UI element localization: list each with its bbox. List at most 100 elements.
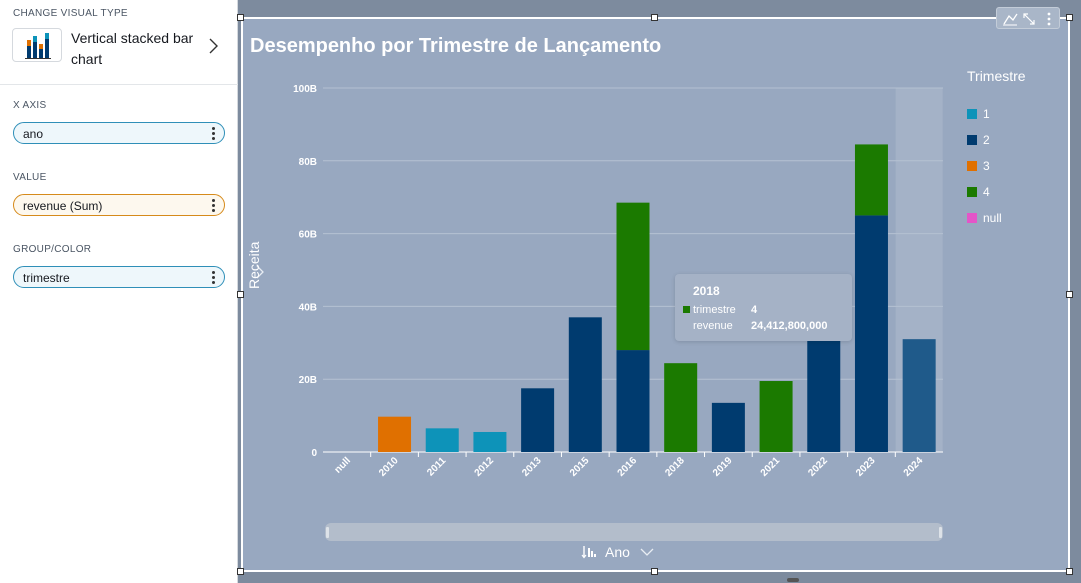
bar-2019-2[interactable] (711, 402, 745, 452)
legend-label: null (983, 211, 1002, 225)
tooltip-row: trimestre 4 (683, 304, 757, 316)
expand-icon[interactable] (1023, 13, 1035, 25)
tooltip-value: 4 (751, 304, 758, 316)
tooltip-swatch (683, 306, 690, 313)
bar-chart: 0 20B 40B 60B 80B 100B null 2010 2011 2012 2013 201… (293, 84, 943, 479)
tooltip-value: 24,412,800,000 (751, 320, 828, 332)
bar-2015-2[interactable] (568, 317, 602, 452)
legend-swatch (967, 187, 977, 197)
visual-toolbar (996, 7, 1060, 29)
chevron-right-icon[interactable] (254, 264, 266, 280)
chart-title: Desempenho por Trimestre de Lançamento (250, 35, 662, 57)
resize-handle[interactable] (651, 14, 658, 21)
bar-2021-4[interactable] (759, 381, 793, 452)
bar-2018-4[interactable] (664, 363, 698, 452)
scrollbar-right-handle[interactable] (939, 527, 942, 538)
tooltip-key: trimestre (693, 304, 736, 316)
resize-handle[interactable] (1066, 568, 1073, 575)
sort-icon[interactable] (581, 545, 597, 559)
tooltip-title: 2018 (693, 284, 720, 298)
y-tick-label: 20B (299, 375, 317, 386)
bar-2010-3[interactable] (378, 416, 412, 452)
x-axis-field-pill[interactable]: ano (13, 122, 225, 144)
change-visual-type-label: CHANGE VISUAL TYPE (13, 8, 128, 19)
bar-2023-4[interactable] (854, 144, 888, 216)
legend-label: 2 (983, 133, 990, 147)
bar-2013-2[interactable] (521, 388, 555, 452)
y-tick-label: 80B (299, 157, 317, 168)
chart-tooltip: 2018 trimestre 4 revenue 24,412,800,000 (675, 274, 852, 341)
legend-label: 1 (983, 107, 990, 121)
legend-item-2[interactable]: 2 (967, 133, 990, 147)
field-wells-panel: CHANGE VISUAL TYPE Vertical stacked bar … (0, 0, 238, 583)
y-tick-label: 60B (299, 230, 317, 241)
bar-2011-1[interactable] (425, 428, 459, 452)
x-axis-field-name: ano (23, 127, 44, 141)
x-tick-label: 2011 (425, 455, 448, 478)
more-options-icon[interactable] (212, 127, 216, 140)
y-tick-label: 100B (293, 84, 317, 95)
x-tick-label: 2023 (854, 455, 878, 479)
y-tick-label: 40B (299, 302, 317, 313)
chevron-down-icon[interactable] (640, 547, 654, 557)
bar-2016-2[interactable] (616, 350, 650, 452)
x-axis-well-label: X AXIS (13, 100, 47, 111)
x-axis-title-control[interactable]: Ano (581, 544, 654, 560)
x-tick-label: 2018 (663, 455, 687, 479)
x-tick-label: 2015 (568, 455, 592, 479)
resize-handle[interactable] (237, 568, 244, 575)
x-tick-label: 2019 (711, 455, 735, 479)
x-tick-label: null (333, 455, 354, 476)
group-color-field-pill[interactable]: trimestre (13, 266, 225, 288)
x-tick-label: 2016 (616, 455, 640, 479)
more-options-icon[interactable] (212, 199, 216, 212)
tooltip-row: revenue 24,412,800,000 (693, 320, 827, 332)
bar-2016-4[interactable] (616, 202, 650, 351)
resize-handle[interactable] (237, 14, 244, 21)
legend-label: 4 (983, 185, 990, 199)
visual-type-name: Vertical stacked bar chart (71, 30, 194, 67)
group-color-field-name: trimestre (23, 271, 70, 285)
x-tick-label: 2010 (377, 455, 401, 479)
scrollbar-left-handle[interactable] (326, 527, 329, 538)
visual-type-icon[interactable] (1003, 13, 1018, 26)
legend-item-1[interactable]: 1 (967, 107, 990, 121)
x-tick-label: 2021 (759, 455, 783, 479)
legend-swatch (967, 109, 977, 119)
value-field-name: revenue (Sum) (23, 199, 103, 213)
group-color-well-label: GROUP/COLOR (13, 244, 92, 255)
legend-swatch (967, 161, 977, 171)
x-axis-title: Ano (605, 544, 630, 560)
legend-label: 3 (983, 159, 990, 173)
x-tick-label: 2012 (473, 455, 497, 479)
panel-divider (0, 84, 238, 85)
bar-2022-2[interactable] (807, 339, 841, 452)
stacked-bar-chart-icon (12, 28, 62, 62)
x-tick-label: 2022 (806, 455, 830, 479)
legend-swatch (967, 135, 977, 145)
x-axis-range-scrollbar[interactable] (325, 523, 943, 541)
legend-item-4[interactable]: 4 (967, 185, 990, 199)
resize-handle[interactable] (651, 568, 658, 575)
resize-handle[interactable] (1066, 14, 1073, 21)
bar-2024-2[interactable] (902, 339, 936, 452)
bar-2012-1[interactable] (473, 431, 507, 452)
x-tick-label: 2024 (902, 455, 926, 479)
canvas-resize-grip[interactable] (787, 578, 799, 582)
change-visual-type-button[interactable]: Vertical stacked bar chart (12, 28, 227, 68)
chart-visual[interactable]: Desempenho por Trimestre de Lançamento R… (241, 7, 1070, 572)
tooltip-key: revenue (693, 320, 733, 332)
visual-menu-icon[interactable] (1047, 12, 1051, 26)
legend-item-null[interactable]: null (967, 211, 1002, 225)
legend-swatch (967, 213, 977, 223)
resize-handle[interactable] (237, 291, 244, 298)
y-tick-label: 0 (311, 448, 317, 459)
legend-item-3[interactable]: 3 (967, 159, 990, 173)
more-options-icon[interactable] (212, 271, 216, 284)
legend-title: Trimestre (967, 68, 1026, 84)
value-field-pill[interactable]: revenue (Sum) (13, 194, 225, 216)
bar-2023-2[interactable] (854, 215, 888, 452)
chevron-right-icon (209, 38, 218, 54)
value-well-label: VALUE (13, 172, 47, 183)
resize-handle[interactable] (1066, 291, 1073, 298)
